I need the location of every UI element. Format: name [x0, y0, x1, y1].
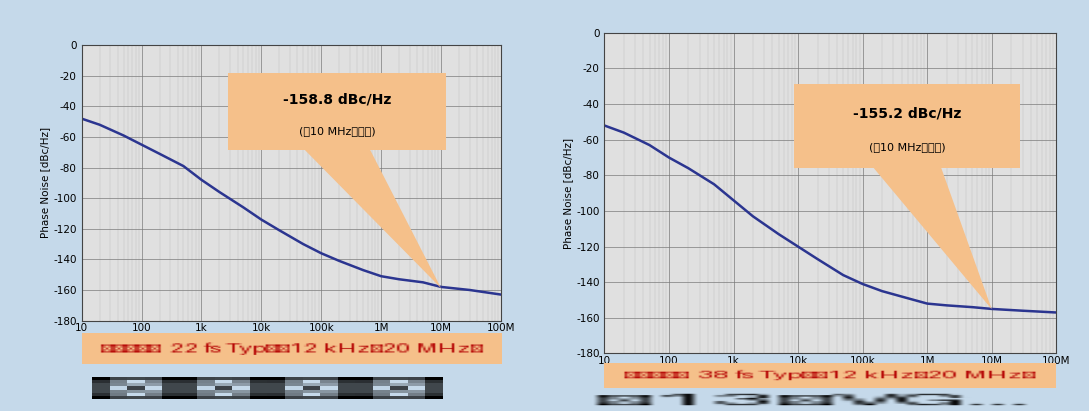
FancyBboxPatch shape	[229, 73, 446, 150]
X-axis label: Offset frequency [Hz]: Offset frequency [Hz]	[220, 336, 363, 349]
Text: -158.8 dBc/Hz: -158.8 dBc/Hz	[283, 93, 392, 107]
Y-axis label: Phase Noise [dBc/Hz]: Phase Noise [dBc/Hz]	[40, 127, 50, 238]
X-axis label: Offset frequency [Hz]: Offset frequency [Hz]	[759, 369, 902, 382]
Text: (在10 MHz噪声层): (在10 MHz噪声层)	[869, 142, 945, 152]
FancyBboxPatch shape	[794, 84, 1020, 168]
Y-axis label: Phase Noise [dBc/Hz]: Phase Noise [dBc/Hz]	[563, 138, 573, 249]
Polygon shape	[305, 150, 441, 288]
Polygon shape	[873, 168, 992, 309]
Text: (在10 MHz噪声层): (在10 MHz噪声层)	[299, 126, 376, 136]
Text: -155.2 dBc/Hz: -155.2 dBc/Hz	[853, 106, 962, 120]
